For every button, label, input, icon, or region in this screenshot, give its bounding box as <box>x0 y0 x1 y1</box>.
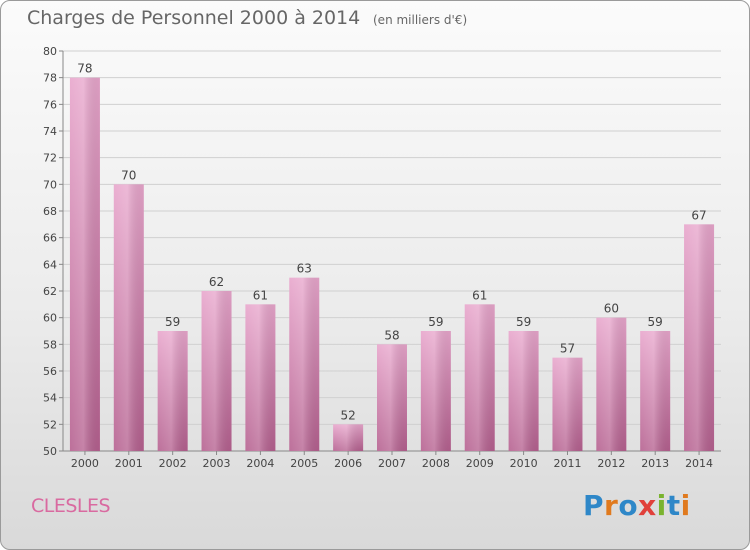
logo-letter: P <box>583 489 605 522</box>
y-tick-label: 72 <box>43 152 57 165</box>
logo-letter: r <box>604 489 619 522</box>
x-tick-label: 2003 <box>203 457 231 470</box>
y-tick-label: 68 <box>43 205 57 218</box>
proxiti-logo[interactable]: Proxiti <box>583 489 691 522</box>
x-tick-label: 2006 <box>334 457 362 470</box>
y-tick-label: 64 <box>43 258 57 271</box>
data-labels: 78 2000 70 2001 59 2002 62 2003 61 2004 63 2005 52 20… <box>71 62 713 470</box>
bar-shine <box>289 277 320 451</box>
data-label: 70 <box>121 168 136 182</box>
bars <box>69 77 715 452</box>
x-tick-label: 2001 <box>115 457 143 470</box>
bar-shine <box>420 331 451 451</box>
y-tick-label: 54 <box>43 392 57 405</box>
y-tick-label: 60 <box>43 312 57 325</box>
y-tick-label: 76 <box>43 98 57 111</box>
x-tick-label: 2009 <box>466 457 494 470</box>
data-label: 63 <box>297 262 312 276</box>
data-label: 67 <box>691 208 706 222</box>
bar-shine <box>245 304 276 451</box>
bar-shine <box>508 331 539 451</box>
data-label: 58 <box>384 328 399 342</box>
y-tick-label: 80 <box>43 45 57 58</box>
logo-letter: i <box>680 489 691 522</box>
y-tick-label: 78 <box>43 72 57 85</box>
y-tick-label: 62 <box>43 285 57 298</box>
x-tick-label: 2002 <box>159 457 187 470</box>
bar-shine <box>113 184 144 452</box>
bar-shine <box>596 317 627 451</box>
y-tick-label: 58 <box>43 338 57 351</box>
bar-shine <box>464 304 495 451</box>
x-tick-label: 2012 <box>597 457 625 470</box>
data-label: 60 <box>604 302 619 316</box>
commune-name: CLESLES <box>31 495 111 517</box>
data-label: 78 <box>77 62 92 76</box>
data-label: 59 <box>165 315 180 329</box>
data-label: 59 <box>648 315 663 329</box>
y-tick-label: 50 <box>43 445 57 458</box>
logo-letter: o <box>618 489 639 522</box>
x-tick-label: 2014 <box>685 457 713 470</box>
x-tick-label: 2008 <box>422 457 450 470</box>
logo-letter: x <box>638 489 657 522</box>
y-tick-label: 66 <box>43 232 57 245</box>
x-tick-label: 2010 <box>510 457 538 470</box>
y-tick-label: 56 <box>43 365 57 378</box>
x-tick-label: 2013 <box>641 457 669 470</box>
bar-shine <box>201 291 232 451</box>
bar-shine <box>333 424 364 451</box>
data-label: 59 <box>428 315 443 329</box>
y-tick-label: 52 <box>43 418 57 431</box>
logo-letter: i <box>656 489 667 522</box>
bar-shine <box>69 77 100 452</box>
bar-shine <box>640 331 671 451</box>
data-label: 61 <box>472 288 487 302</box>
bar-shine <box>552 357 583 451</box>
chart-title: Charges de Personnel 2000 à 2014 <box>27 7 361 29</box>
data-label: 62 <box>209 275 224 289</box>
chart-subtitle: (en milliers d'€) <box>373 13 468 27</box>
data-label: 61 <box>253 288 268 302</box>
data-label: 57 <box>560 342 575 356</box>
data-label: 52 <box>340 408 355 422</box>
logo-letter: t <box>666 489 681 522</box>
x-tick-label: 2004 <box>246 457 274 470</box>
x-tick-label: 2000 <box>71 457 99 470</box>
x-tick-label: 2005 <box>290 457 318 470</box>
data-label: 59 <box>516 315 531 329</box>
bar-shine <box>684 224 715 451</box>
x-tick-label: 2007 <box>378 457 406 470</box>
x-tick-label: 2011 <box>553 457 581 470</box>
bar-shine <box>377 344 407 451</box>
y-tick-label: 70 <box>43 178 57 191</box>
bar-shine <box>157 331 188 451</box>
y-tick-label: 74 <box>43 125 57 138</box>
